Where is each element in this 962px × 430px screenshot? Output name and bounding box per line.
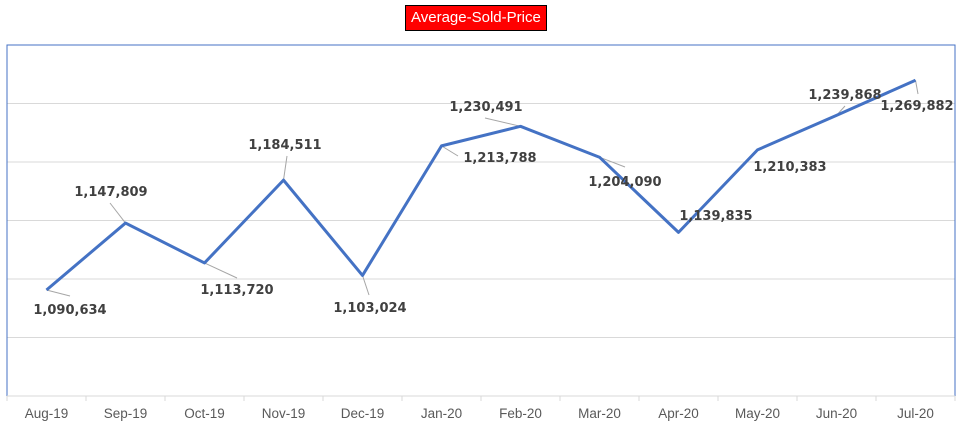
- x-tick-label: Feb-20: [499, 406, 542, 421]
- data-label: 1,103,024: [333, 301, 406, 316]
- leader-line: [362, 275, 370, 296]
- x-tick-label: May-20: [735, 406, 780, 421]
- x-tick-label: Mar-20: [578, 406, 621, 421]
- leader-line: [46, 289, 71, 297]
- data-label: 1,090,634: [33, 303, 106, 318]
- leader-line: [204, 262, 238, 279]
- leader-line: [915, 80, 919, 95]
- x-tick-label: Dec-19: [341, 406, 385, 421]
- chart-title: Average-Sold-Price: [405, 5, 547, 31]
- leader-line: [441, 145, 459, 157]
- data-label: 1,269,882: [880, 99, 953, 114]
- data-label: 1,210,383: [753, 160, 826, 175]
- series-line: [45, 78, 917, 292]
- data-label: 1,139,835: [679, 209, 752, 224]
- x-tick-label: Nov-19: [262, 406, 306, 421]
- x-tick-label: Jun-20: [816, 406, 857, 421]
- leader-line: [283, 155, 288, 181]
- x-tick-label: Sep-19: [104, 406, 148, 421]
- x-tick-label: Aug-19: [25, 406, 69, 421]
- leader-line: [599, 156, 626, 168]
- leader-line: [484, 117, 521, 127]
- data-label: 1,113,720: [200, 283, 273, 298]
- x-tick-label: Jul-20: [897, 406, 934, 421]
- leader-line: [109, 202, 126, 224]
- data-label: 1,230,491: [449, 100, 522, 115]
- data-label: 1,213,788: [463, 151, 536, 166]
- data-label: 1,184,511: [248, 138, 321, 153]
- data-label: 1,239,868: [808, 88, 881, 103]
- data-label: 1,147,809: [74, 185, 147, 200]
- x-tick-label: Apr-20: [658, 406, 699, 421]
- data-label: 1,204,090: [588, 175, 661, 190]
- x-tick-label: Jan-20: [421, 406, 462, 421]
- x-tick-label: Oct-19: [184, 406, 225, 421]
